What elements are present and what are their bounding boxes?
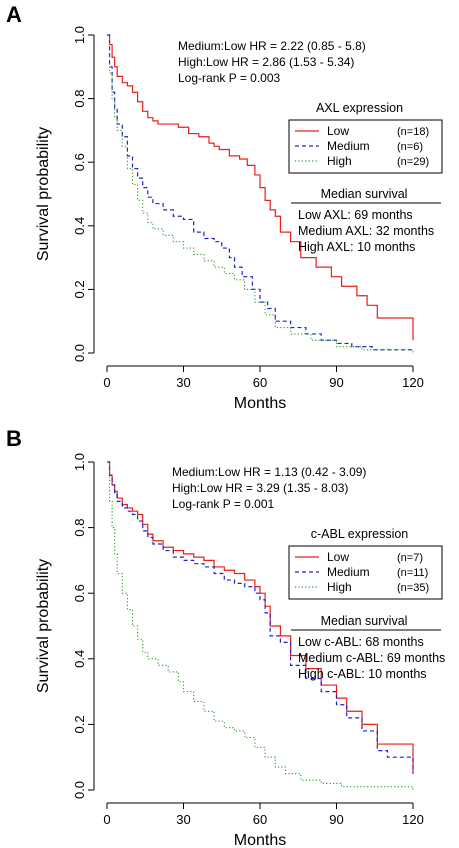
y-tick-label: 0.2	[72, 715, 87, 733]
x-tick-label: 120	[402, 375, 424, 390]
y-tick-label: 0.2	[72, 280, 87, 298]
hr-stat-line: Log-rank P = 0.003	[178, 71, 281, 85]
legend-n: (n=29)	[397, 156, 429, 168]
x-tick-label: 60	[253, 375, 267, 390]
chart-panel-a: A 0 30 60 90 120 Months 0.0 0.2 0.4 0.6 0.8 1.0 Survi…	[6, 2, 443, 412]
hr-stat-line: High:Low HR = 3.29 (1.35 - 8.03)	[172, 481, 348, 495]
median-line: High c-ABL: 10 months	[298, 667, 427, 681]
legend-label: Low	[327, 124, 349, 138]
legend-n: (n=11)	[397, 567, 428, 579]
median-line: Low c-ABL: 68 months	[298, 635, 424, 649]
median-title: Median survival	[321, 614, 408, 628]
legend-title: c-ABL expression	[311, 527, 409, 541]
y-axis-label: Survival probability	[35, 127, 52, 261]
legend-label: High	[327, 580, 352, 594]
x-axis-label: Months	[234, 395, 286, 412]
x-tick-label: 90	[329, 375, 343, 390]
legend-label: Medium	[327, 565, 370, 579]
hr-stat-line: Log-rank P = 0.001	[172, 497, 275, 511]
hr-stat-line: High:Low HR = 2.86 (1.53 - 5.34)	[178, 55, 354, 69]
x-tick-label: 120	[402, 812, 424, 827]
x-tick-label: 60	[253, 812, 267, 827]
survival-curve-low	[107, 34, 414, 341]
median-line: High AXL: 10 months	[298, 240, 415, 254]
legend-n: (n=18)	[397, 126, 429, 138]
x-tick-label: 0	[103, 812, 110, 827]
y-tick-label: 0.4	[72, 650, 87, 668]
survival-curve-high	[107, 461, 414, 790]
y-tick-label: 0.6	[72, 153, 87, 171]
x-tick-label: 30	[176, 375, 190, 390]
survival-curve-high	[107, 34, 414, 353]
legend-box	[288, 119, 443, 174]
x-tick-label: 0	[103, 375, 110, 390]
median-line: Low AXL: 69 months	[298, 208, 413, 222]
hr-stat-line: Medium:Low HR = 1.13 (0.42 - 3.09)	[172, 465, 366, 479]
hr-stat-line: Medium:Low HR = 2.22 (0.85 - 5.8)	[178, 39, 366, 53]
legend-box	[288, 545, 443, 600]
y-tick-label: 0.8	[72, 519, 87, 537]
panel-label: B	[6, 426, 22, 451]
median-title: Median survival	[321, 187, 408, 201]
y-tick-label: 0.8	[72, 90, 87, 108]
panel-label: A	[6, 2, 22, 27]
x-tick-label: 30	[176, 812, 190, 827]
x-tick-label: 90	[329, 812, 343, 827]
legend-n: (n=6)	[397, 141, 423, 153]
y-tick-label: 1.0	[72, 453, 87, 471]
survival-curve-medium	[107, 461, 414, 774]
chart-panel-b: B 0 30 60 90 120 Months 0.0 0.2 0.4 0.6 0.8 1.0 Survi…	[6, 426, 445, 848]
y-tick-label: 0.4	[72, 217, 87, 235]
x-axis-label: Months	[234, 832, 286, 848]
y-axis-label: Survival probability	[35, 559, 52, 693]
legend-title: AXL expression	[316, 101, 403, 115]
survival-curve-medium	[107, 34, 413, 351]
legend-label: Low	[327, 550, 349, 564]
y-tick-label: 0.6	[72, 584, 87, 602]
median-line: Medium c-ABL: 69 months	[298, 651, 445, 665]
legend-label: Medium	[327, 139, 370, 153]
legend-n: (n=7)	[397, 552, 423, 564]
y-tick-label: 1.0	[72, 26, 87, 44]
y-tick-label: 0.0	[72, 344, 87, 362]
legend-n: (n=35)	[397, 582, 429, 594]
y-tick-label: 0.0	[72, 781, 87, 799]
median-line: Medium AXL: 32 months	[298, 224, 434, 238]
legend-label: High	[327, 154, 352, 168]
